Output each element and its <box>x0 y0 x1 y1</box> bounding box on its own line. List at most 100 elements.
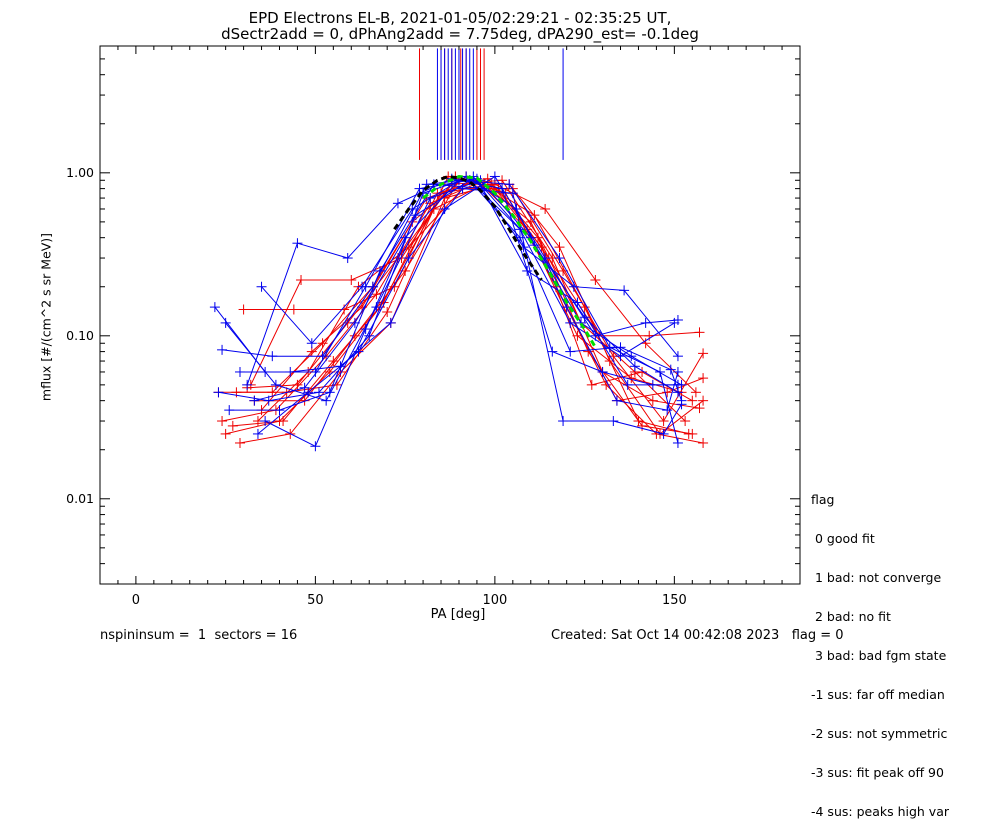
data-point-blue <box>676 395 687 406</box>
data-point-red <box>662 387 673 398</box>
data-point-red <box>288 304 299 315</box>
data-point-blue <box>497 183 508 194</box>
data-point-blue <box>267 351 278 362</box>
data-point-red <box>540 203 551 214</box>
data-point-blue <box>629 361 640 372</box>
data-point-blue <box>224 405 235 416</box>
series-line-blue <box>240 175 678 373</box>
data-point-blue <box>213 387 224 398</box>
chart-svg: 0 50 100 150 0.01 0.10 1.00 <box>66 45 801 608</box>
data-point-red <box>403 242 414 253</box>
data-point-red <box>637 366 648 377</box>
flag-legend-title: flag <box>811 492 835 507</box>
data-point-blue <box>597 366 608 377</box>
y-axis-label: mflux [#/(cm^2 s sr MeV)] <box>38 232 54 402</box>
series-line-red <box>239 183 697 444</box>
data-point-blue <box>303 387 314 398</box>
data-point-blue <box>658 428 669 439</box>
x-tick-label: 150 <box>662 593 687 608</box>
flag-legend-item: -2 sus: not symmetric <box>811 726 948 741</box>
fit-curve-green <box>422 174 597 349</box>
data-point-red <box>658 416 669 427</box>
data-point-blue <box>285 366 296 377</box>
series-line-blue <box>229 183 679 411</box>
data-point-blue <box>335 361 346 372</box>
data-point-blue <box>655 366 665 377</box>
data-point-red <box>698 395 709 406</box>
flag-legend-item: 1 bad: not converge <box>811 570 942 585</box>
data-point-blue <box>672 351 683 362</box>
x-tick-label: 100 <box>482 593 507 608</box>
series-line-blue <box>254 179 679 444</box>
data-point-blue <box>324 387 335 398</box>
data-point-blue <box>321 395 332 406</box>
data-point-blue <box>558 416 569 427</box>
data-point-blue <box>292 238 303 249</box>
data-point-blue <box>662 405 673 416</box>
x-tick-label: 0 <box>132 593 140 608</box>
data-point-blue <box>256 281 267 292</box>
flag-legend-item: -4 sus: peaks high var <box>811 804 950 819</box>
data-point-red <box>220 428 231 439</box>
data-point-blue <box>260 416 271 427</box>
data-point-red <box>292 379 303 390</box>
data-point-blue <box>209 302 220 313</box>
data-point-blue <box>310 366 321 377</box>
data-point-red <box>389 281 400 292</box>
y-tick-label: 0.10 <box>66 328 94 343</box>
axis-layer: 0 50 100 150 0.01 0.10 1.00 <box>66 45 801 608</box>
flag-legend-item: -1 sus: far off median <box>811 687 945 702</box>
vline-layer <box>418 48 564 160</box>
data-point-blue <box>274 405 285 416</box>
data-point-red <box>238 304 249 315</box>
flag-legend-item: 3 bad: bad fgm state <box>811 648 947 663</box>
data-point-red <box>647 395 658 406</box>
series-line-blue <box>261 175 679 411</box>
series-line-blue <box>222 178 678 386</box>
data-point-blue <box>615 342 626 353</box>
data-point-red <box>296 274 307 285</box>
data-point-blue <box>604 342 615 353</box>
data-point-blue <box>410 210 421 221</box>
footer-left: nspininsum = 1 sectors = 16 <box>100 628 298 643</box>
data-point-blue <box>565 317 576 328</box>
chart-title-line-1: EPD Electrons EL-B, 2021-01-05/02:29:21 … <box>248 9 672 27</box>
data-point-red <box>382 306 393 317</box>
data-point-blue <box>342 253 353 264</box>
data-point-blue <box>611 395 622 406</box>
flag-legend-item: 0 good fit <box>811 531 875 546</box>
series-layer <box>209 171 709 452</box>
data-point-red <box>698 437 709 448</box>
data-point-blue <box>249 395 260 406</box>
data-point-red <box>486 179 497 190</box>
data-point-red <box>690 387 701 398</box>
data-point-red <box>687 395 698 406</box>
data-point-blue <box>619 285 630 296</box>
data-point-blue <box>220 317 231 328</box>
data-point-red <box>339 304 350 315</box>
data-point-blue <box>640 317 651 328</box>
data-point-blue <box>385 317 396 328</box>
data-point-red <box>583 346 594 357</box>
flag-legend: flag 0 good fit 1 bad: not converge 2 ba… <box>811 467 949 831</box>
data-point-red <box>590 274 601 285</box>
data-point-blue <box>672 366 683 377</box>
data-point-blue <box>590 330 601 341</box>
data-point-blue <box>672 315 683 326</box>
series-line-red <box>243 175 700 337</box>
data-point-red <box>554 242 565 253</box>
data-point-red <box>586 379 597 390</box>
data-point-blue <box>242 379 253 390</box>
series-line-blue <box>218 175 679 402</box>
data-point-blue <box>672 379 683 390</box>
series-line-red <box>261 175 704 411</box>
data-point-blue <box>665 364 676 375</box>
data-point-blue <box>439 203 450 214</box>
data-point-blue <box>400 232 411 243</box>
data-point-red <box>235 437 245 448</box>
data-point-blue <box>622 379 633 390</box>
data-point-red <box>346 274 357 285</box>
data-point-blue <box>515 232 525 243</box>
flag-legend-item: -3 sus: fit peak off 90 <box>811 765 944 780</box>
data-point-blue <box>357 281 368 292</box>
